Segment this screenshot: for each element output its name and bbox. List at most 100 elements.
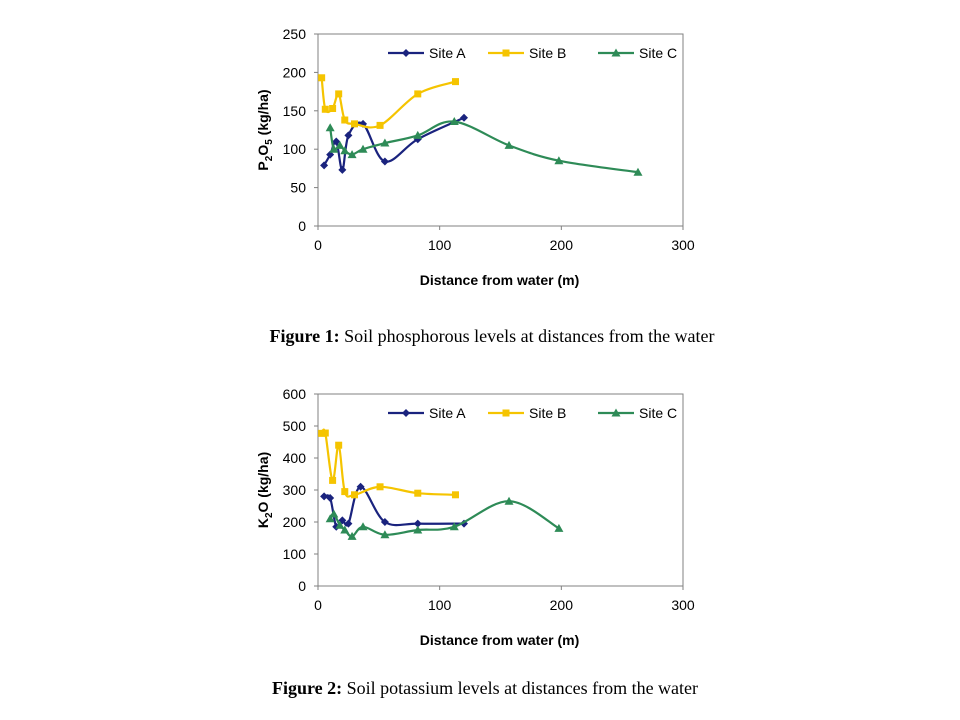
y-axis-label-part: (kg/ha) — [255, 89, 271, 139]
series-site-a — [320, 113, 468, 174]
y-tick-label: 50 — [290, 180, 306, 196]
y-tick-label: 250 — [283, 26, 307, 42]
x-tick-label: 200 — [550, 237, 574, 253]
data-point — [633, 167, 643, 176]
y-tick-label: 200 — [283, 514, 307, 530]
legend-label: Site A — [429, 405, 466, 421]
data-point — [340, 525, 350, 534]
x-tick-label: 0 — [314, 237, 322, 253]
series-site-b — [318, 74, 459, 129]
x-tick-label: 200 — [550, 597, 574, 613]
data-point — [332, 522, 341, 531]
data-point — [335, 520, 345, 529]
y-tick-label: 0 — [298, 218, 306, 234]
caption-1-label: Figure 1: — [269, 326, 340, 346]
data-point — [340, 146, 350, 155]
data-point — [554, 523, 564, 532]
legend-marker — [502, 409, 510, 417]
chart-potassium-svg: 0 100 200 300 400 500 600 0 100 200 300 Distance fr… — [255, 386, 695, 648]
y-axis-label-part: O — [255, 501, 271, 512]
data-point — [356, 482, 365, 491]
y-axis-label-subscript: 5 — [264, 139, 275, 145]
data-point — [335, 441, 343, 449]
data-point — [329, 476, 337, 484]
y-axis-label-subscript: 2 — [264, 512, 275, 518]
y-tick-label: 0 — [298, 578, 306, 594]
caption-figure-2: Figure 2: Soil potassium levels at dista… — [5, 678, 960, 699]
legend-label: Site C — [639, 405, 677, 421]
legend-marker — [402, 409, 410, 417]
data-point — [332, 137, 341, 146]
data-point — [329, 144, 339, 153]
x-tick-label: 300 — [671, 597, 695, 613]
caption-1-text: Soil phosphorous levels at distances fro… — [339, 326, 715, 346]
data-point — [351, 491, 358, 499]
data-point — [347, 531, 357, 540]
data-point — [376, 121, 384, 129]
data-point — [351, 120, 358, 128]
y-tick-label: 100 — [283, 141, 307, 157]
x-axis-label: Distance from water (m) — [420, 632, 579, 648]
data-point — [358, 522, 368, 531]
data-point — [326, 494, 335, 502]
series-line — [329, 120, 639, 174]
data-point — [451, 491, 459, 499]
data-point — [335, 140, 345, 149]
data-point — [320, 161, 329, 170]
series-line — [323, 116, 465, 172]
y-axis-label: K2O (kg/ha) — [255, 452, 275, 528]
data-point — [449, 117, 459, 126]
legend-marker — [611, 48, 621, 57]
x-tick-label: 0 — [314, 597, 322, 613]
data-point — [358, 144, 368, 153]
y-axis-label-part: P — [255, 161, 271, 170]
series-site-c — [325, 117, 643, 176]
y-axis-label-part: (kg/ha) — [255, 452, 271, 502]
data-point — [460, 113, 468, 122]
data-point — [318, 74, 326, 82]
data-point — [344, 131, 353, 140]
series-site-b — [318, 428, 459, 499]
data-point — [380, 530, 390, 539]
data-point — [338, 516, 347, 525]
data-point — [321, 429, 329, 437]
chart-phosphorous: 0 50 100 150 200 250 0 100 200 300 Distance from w… — [0, 0, 960, 320]
data-point — [413, 519, 422, 528]
y-tick-label: 600 — [283, 386, 307, 402]
data-point — [460, 519, 468, 528]
x-tick-label: 300 — [671, 237, 695, 253]
data-point — [338, 165, 347, 174]
data-point — [380, 138, 390, 147]
data-point — [449, 522, 459, 531]
data-point — [414, 90, 422, 98]
legend-marker — [502, 49, 510, 57]
caption-figure-1: Figure 1: Soil phosphorous levels at dis… — [12, 326, 960, 347]
y-axis-label-subscript: 2 — [264, 155, 275, 161]
data-point — [347, 150, 357, 159]
data-point — [318, 429, 326, 437]
series-line — [320, 428, 456, 498]
legend-label: Site B — [529, 45, 566, 61]
y-axis-label-part: O — [255, 145, 271, 156]
data-point — [413, 525, 423, 534]
data-point — [504, 496, 514, 505]
data-point — [325, 123, 335, 132]
y-tick-label: 500 — [283, 418, 307, 434]
y-tick-label: 400 — [283, 450, 307, 466]
data-point — [329, 509, 339, 518]
data-point — [325, 514, 335, 523]
plot-area — [317, 33, 684, 227]
legend-marker — [402, 49, 410, 57]
data-point — [413, 130, 423, 139]
y-axis-label-part: K — [255, 518, 271, 528]
data-point — [380, 157, 389, 166]
legend-label: Site C — [639, 45, 677, 61]
data-point — [341, 116, 349, 124]
data-point — [504, 140, 514, 149]
data-point — [344, 519, 353, 528]
data-point — [376, 483, 384, 491]
data-point — [320, 492, 329, 501]
caption-2-label: Figure 2: — [271, 678, 343, 698]
caption-2-text: Soil potassium levels at distances from … — [342, 678, 699, 698]
series-site-a — [320, 482, 468, 531]
